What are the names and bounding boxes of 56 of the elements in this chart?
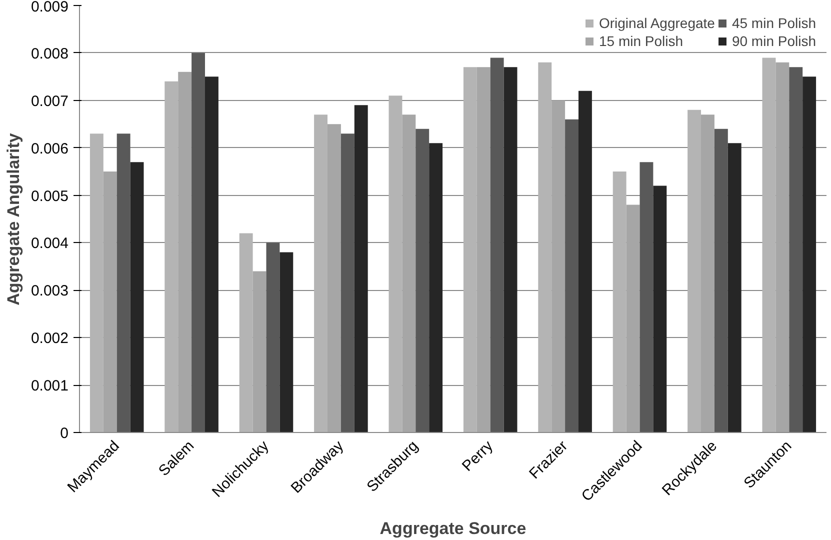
bar [239, 233, 253, 432]
legend-label: 45 min Polish [732, 15, 816, 31]
bar [429, 143, 443, 432]
legend-label: 90 min Polish [732, 33, 816, 49]
y-axis-title: Aggregate Angularity [4, 132, 23, 306]
bar [388, 96, 402, 432]
bar [204, 76, 218, 432]
y-tick-label: 0.006 [30, 140, 69, 158]
bar [192, 52, 205, 432]
bar [90, 134, 104, 432]
y-tick-label: 0.004 [30, 235, 69, 252]
bar [762, 58, 776, 432]
bar [280, 252, 294, 432]
bar [328, 124, 341, 432]
bar [252, 271, 266, 432]
bar [416, 128, 430, 432]
bar [688, 110, 702, 432]
bar [130, 162, 144, 432]
y-tick-label: 0.002 [30, 330, 69, 348]
bar [490, 58, 504, 432]
bar [103, 172, 117, 432]
bar [538, 62, 552, 432]
bar [314, 114, 328, 432]
y-tick-label: 0.001 [30, 378, 69, 395]
y-tick-label: 0.009 [30, 0, 69, 16]
y-tick-label: 0.005 [30, 188, 69, 205]
bar [776, 62, 790, 432]
legend-label: 15 min Polish [598, 33, 684, 49]
y-tick-label: 0 [60, 425, 68, 442]
y-tick-label: 0.007 [30, 92, 69, 110]
bar [266, 242, 280, 432]
bar [653, 186, 667, 432]
bar [565, 119, 578, 432]
bar [476, 67, 490, 432]
y-tick-label: 0.003 [30, 282, 69, 300]
bar [463, 67, 477, 432]
bar [701, 114, 714, 432]
bar [789, 67, 803, 432]
bar [340, 134, 354, 432]
bar [402, 114, 416, 432]
bar [578, 90, 592, 432]
bar [504, 67, 518, 432]
x-axis-title: Aggregate Source [380, 518, 526, 538]
bar [552, 100, 566, 432]
bar [802, 76, 816, 432]
bar [612, 172, 626, 432]
y-tick-label: 0.008 [30, 45, 69, 62]
legend-label: Original Aggregate [598, 15, 715, 31]
bar [728, 143, 742, 432]
bar [178, 72, 192, 432]
bar [354, 105, 368, 432]
bar [626, 204, 640, 432]
bar [164, 81, 178, 432]
bar [116, 134, 130, 432]
bar [640, 162, 654, 432]
bar [714, 128, 728, 432]
